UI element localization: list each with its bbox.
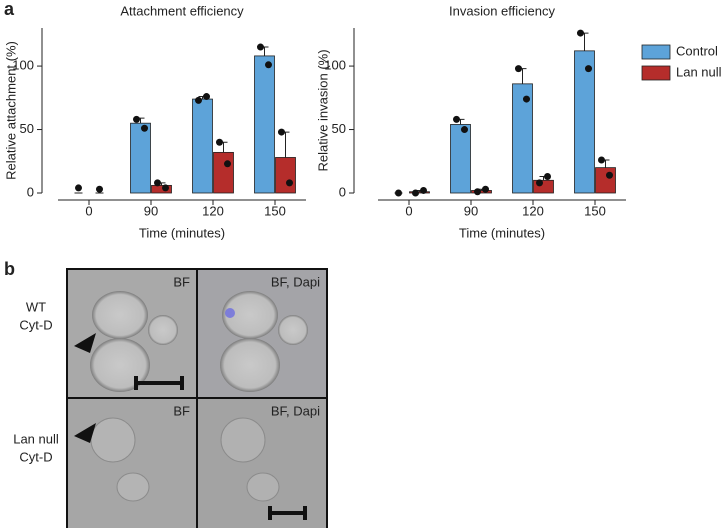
x-tick-label: 90 [464, 203, 478, 218]
column-label: BF [173, 403, 190, 418]
x-tick-label: 120 [202, 203, 224, 218]
data-point [154, 179, 161, 187]
data-point [515, 65, 522, 73]
data-point [482, 185, 489, 193]
data-point [216, 138, 223, 146]
row-label: Lan null [13, 431, 59, 446]
legend-label: Lan null [676, 64, 721, 79]
data-point [453, 115, 460, 123]
data-point [257, 43, 264, 51]
data-point [536, 179, 543, 187]
bar [275, 157, 296, 194]
data-point [265, 61, 272, 69]
column-label: BF [173, 274, 190, 289]
scale-bar [134, 376, 184, 390]
x-tick-label: 150 [264, 203, 286, 218]
chart-title: Invasion efficiency [449, 3, 555, 18]
bar [192, 98, 213, 194]
x-tick-label: 0 [405, 203, 412, 218]
y-axis-title: Relative attachment (%) [3, 41, 18, 180]
scale-bar [268, 506, 307, 520]
row-label: Cyt-D [19, 449, 52, 464]
y-tick-label: 50 [332, 121, 346, 136]
arrowhead [74, 423, 96, 443]
y-tick-label: 0 [27, 184, 34, 199]
data-point [395, 189, 402, 197]
data-point [286, 179, 293, 187]
data-point [420, 186, 427, 194]
data-point [598, 156, 605, 164]
data-point [606, 171, 613, 179]
data-point [278, 128, 285, 136]
data-point [203, 93, 210, 101]
data-point [141, 124, 148, 132]
y-tick-label: 100 [324, 58, 346, 73]
data-point [585, 65, 592, 73]
data-point [523, 95, 530, 103]
micrograph [68, 399, 196, 528]
column-label: BF, Dapi [271, 274, 320, 289]
y-tick-label: 0 [339, 184, 346, 199]
data-point [133, 115, 140, 123]
x-tick-label: 90 [144, 203, 158, 218]
data-point [544, 173, 551, 180]
column-label: BF, Dapi [271, 403, 320, 418]
data-point [461, 126, 468, 134]
bar [450, 124, 471, 194]
data-point [224, 160, 231, 168]
bar [130, 122, 151, 194]
row-label: Cyt-D [19, 317, 52, 332]
arrowhead [74, 333, 96, 353]
data-point [412, 189, 419, 197]
data-point [75, 184, 82, 192]
error-bar [281, 131, 290, 158]
data-point [474, 188, 481, 196]
bar [213, 151, 234, 194]
data-point [162, 184, 169, 192]
x-axis-title: Time (minutes) [459, 225, 545, 240]
panel-label: b [4, 259, 15, 279]
data-point [577, 29, 584, 37]
x-axis-title: Time (minutes) [139, 225, 225, 240]
x-tick-label: 0 [85, 203, 92, 218]
bar [254, 55, 275, 194]
panel-label: a [4, 0, 15, 19]
row-label: WT [26, 299, 46, 314]
y-tick-label: 50 [20, 121, 34, 136]
legend-swatch [641, 44, 671, 60]
y-tick-label: 100 [12, 58, 34, 73]
legend-label: Control [676, 43, 718, 58]
x-tick-label: 120 [522, 203, 544, 218]
bar [595, 167, 616, 194]
cells [90, 291, 308, 502]
x-tick-label: 150 [584, 203, 606, 218]
legend-swatch [641, 65, 671, 81]
data-point [195, 96, 202, 104]
bar [574, 50, 595, 194]
chart-title: Attachment efficiency [120, 3, 244, 18]
micrograph-grid: BF BF, Dapi BF BF, Dapi WT Cyt-D Lan nul… [13, 268, 328, 528]
y-axis-title: Relative invasion (%) [315, 49, 330, 171]
data-point [96, 185, 103, 193]
